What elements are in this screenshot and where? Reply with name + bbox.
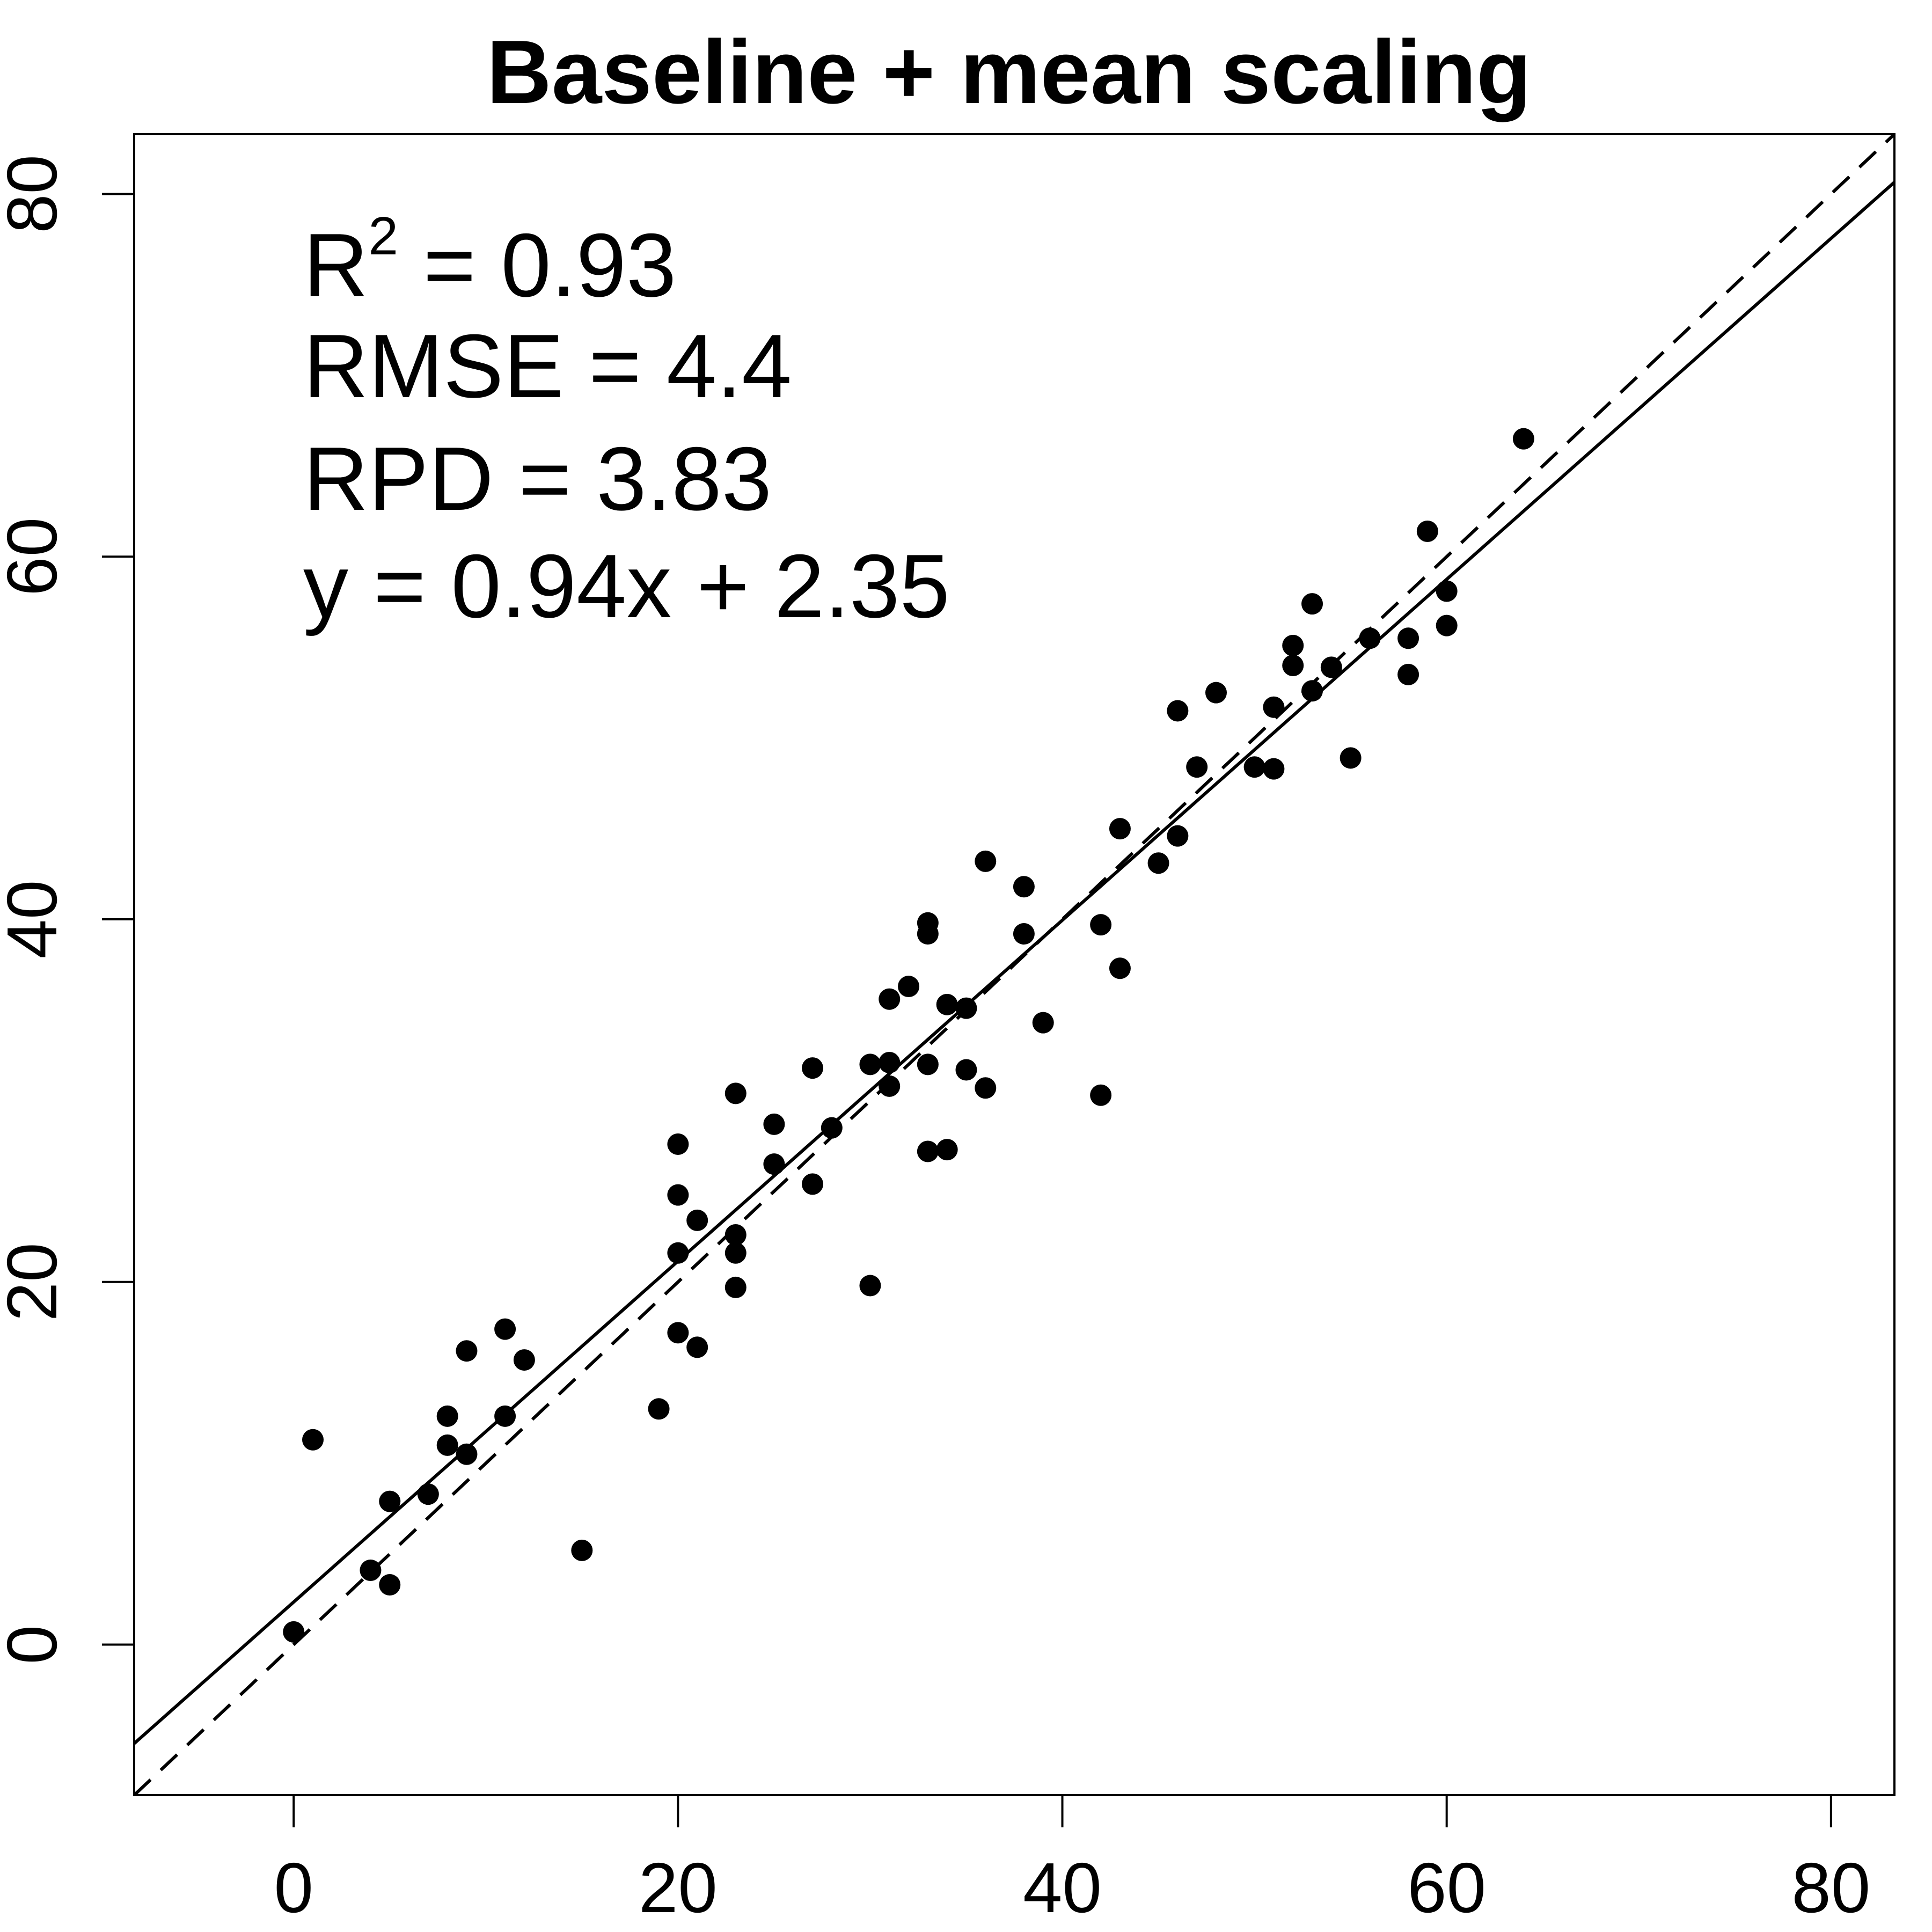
y-tick-label: 80 xyxy=(0,155,71,233)
data-point xyxy=(879,1075,901,1097)
data-point xyxy=(859,1275,881,1297)
data-point xyxy=(879,1051,901,1073)
data-point xyxy=(763,1153,785,1175)
data-point xyxy=(1359,627,1381,649)
chart-title: Baseline + mean scaling xyxy=(487,21,1532,122)
data-point xyxy=(686,1209,708,1231)
data-point xyxy=(417,1483,439,1505)
r-squared-value: = 0.93 xyxy=(398,215,676,316)
data-point xyxy=(436,1405,458,1427)
data-point xyxy=(667,1133,689,1155)
data-point xyxy=(879,988,901,1010)
r-squared-label: R xyxy=(303,215,368,316)
equation-text: y = 0.94x + 2.35 xyxy=(303,536,950,636)
data-point xyxy=(975,1077,997,1099)
data-point xyxy=(513,1349,535,1371)
data-point xyxy=(724,1224,747,1246)
data-point xyxy=(667,1242,689,1264)
data-point xyxy=(360,1560,382,1582)
data-point xyxy=(917,912,939,934)
data-point xyxy=(1147,852,1169,874)
data-point xyxy=(456,1340,478,1362)
y-tick-label: 60 xyxy=(0,517,71,596)
data-point xyxy=(1167,700,1189,722)
y-tick-label: 0 xyxy=(0,1625,71,1664)
data-point xyxy=(302,1429,324,1451)
data-point xyxy=(283,1621,305,1643)
x-tick-label: 60 xyxy=(1407,1848,1486,1927)
data-point xyxy=(379,1574,401,1596)
data-point xyxy=(802,1173,824,1195)
stats-annotation: R2 = 0.93 RMSE = 4.4 RPD = 3.83 y = 0.94… xyxy=(303,206,950,636)
data-point xyxy=(436,1434,458,1456)
data-point xyxy=(1090,1084,1112,1106)
data-point xyxy=(724,1082,747,1104)
data-point xyxy=(1282,634,1304,656)
data-point xyxy=(686,1336,708,1358)
data-point xyxy=(494,1318,516,1340)
data-point xyxy=(1013,876,1035,898)
data-point xyxy=(1436,580,1458,602)
data-point xyxy=(917,1053,939,1075)
data-point xyxy=(1205,682,1227,704)
data-point xyxy=(802,1057,824,1079)
data-point xyxy=(1512,428,1534,450)
data-point xyxy=(1109,957,1131,979)
data-point xyxy=(1340,747,1362,769)
x-tick-label: 40 xyxy=(1023,1848,1102,1927)
data-point xyxy=(936,1139,958,1161)
data-point xyxy=(1263,696,1285,718)
data-point xyxy=(955,1059,977,1081)
regression-fit-line xyxy=(134,181,1894,1745)
rmse-text: RMSE = 4.4 xyxy=(303,316,792,416)
data-point xyxy=(494,1405,516,1427)
r-squared-text: R2 = 0.93 xyxy=(303,206,676,316)
data-point xyxy=(1282,654,1304,676)
data-point xyxy=(667,1184,689,1206)
data-point xyxy=(1416,520,1438,542)
rpd-text: RPD = 3.83 xyxy=(303,428,772,529)
data-point xyxy=(955,997,977,1019)
data-point xyxy=(724,1242,747,1264)
data-point xyxy=(859,1053,881,1075)
data-point xyxy=(648,1398,670,1420)
data-point xyxy=(1301,680,1323,702)
data-point xyxy=(1167,825,1189,847)
data-point xyxy=(379,1490,401,1512)
y-tick-label: 20 xyxy=(0,1242,71,1321)
data-point xyxy=(1320,656,1342,678)
data-point xyxy=(571,1539,593,1561)
data-point xyxy=(1301,593,1323,615)
data-point xyxy=(1109,818,1131,840)
data-point xyxy=(1013,923,1035,945)
x-tick-label: 20 xyxy=(639,1848,718,1927)
data-point xyxy=(1263,758,1285,780)
data-point xyxy=(1243,756,1265,778)
data-point xyxy=(1090,914,1112,936)
data-point xyxy=(456,1443,478,1465)
data-point xyxy=(936,993,958,1015)
data-point xyxy=(821,1117,843,1139)
plot-area: 0 20 40 60 80 0 20 40 60 80 xyxy=(0,133,1896,1927)
x-tick-label: 0 xyxy=(274,1848,313,1927)
data-point xyxy=(1032,1012,1054,1034)
data-point xyxy=(1397,663,1419,685)
data-point xyxy=(763,1113,785,1135)
data-point xyxy=(667,1322,689,1344)
data-point xyxy=(1186,756,1208,778)
y-tick-label: 40 xyxy=(0,880,71,959)
x-tick-label: 80 xyxy=(1791,1848,1870,1927)
data-point xyxy=(917,1140,939,1162)
r-squared-superscript: 2 xyxy=(368,206,398,266)
data-point xyxy=(1436,614,1458,636)
data-point xyxy=(724,1276,747,1298)
data-point xyxy=(975,850,997,872)
data-point xyxy=(898,976,920,998)
data-point xyxy=(1397,627,1419,649)
